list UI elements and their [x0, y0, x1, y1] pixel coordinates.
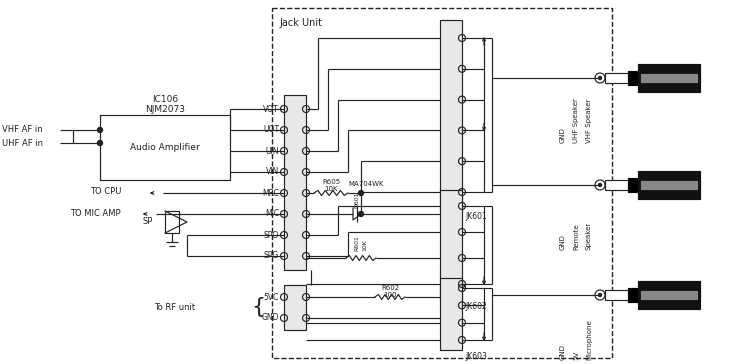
- Bar: [628, 288, 637, 302]
- Text: 10K: 10K: [362, 239, 367, 251]
- Text: GND: GND: [560, 234, 566, 250]
- Text: MRC: MRC: [262, 189, 279, 198]
- Text: NJM2073: NJM2073: [145, 106, 185, 115]
- Bar: [440, 20, 462, 210]
- Text: MIC: MIC: [265, 210, 279, 218]
- Text: Jack Unit: Jack Unit: [279, 18, 322, 28]
- Text: VIN: VIN: [266, 167, 279, 177]
- Circle shape: [599, 183, 601, 186]
- Text: JK603: JK603: [465, 352, 487, 361]
- Text: MA704WK: MA704WK: [348, 181, 383, 187]
- Bar: [628, 71, 637, 85]
- Text: D601: D601: [354, 192, 359, 208]
- Text: SPO: SPO: [264, 230, 279, 240]
- Bar: [641, 181, 697, 189]
- Text: 5VC: 5VC: [264, 293, 279, 301]
- Text: SP: SP: [143, 218, 153, 226]
- Text: SPG: SPG: [264, 252, 279, 261]
- Text: 100: 100: [383, 292, 397, 298]
- Bar: [440, 190, 462, 300]
- Text: Microphone: Microphone: [586, 319, 592, 360]
- Text: GND: GND: [262, 313, 279, 323]
- Text: UHF AF in: UHF AF in: [2, 138, 43, 147]
- Bar: [100, 115, 230, 180]
- Bar: [272, 8, 612, 358]
- Bar: [605, 73, 638, 83]
- Bar: [605, 180, 638, 190]
- Bar: [284, 95, 306, 270]
- Text: VOT: VOT: [263, 104, 279, 114]
- Bar: [440, 278, 462, 350]
- Text: JK601: JK601: [465, 212, 487, 221]
- Text: R601: R601: [354, 235, 359, 251]
- Text: JK602: JK602: [465, 302, 487, 311]
- Circle shape: [359, 190, 364, 195]
- Text: 10K: 10K: [324, 186, 338, 192]
- Text: To RF unit: To RF unit: [155, 302, 195, 312]
- Bar: [628, 178, 637, 192]
- Bar: [284, 285, 306, 330]
- Text: GND: GND: [560, 344, 566, 360]
- Text: Audio Amplifier: Audio Amplifier: [130, 143, 200, 152]
- Text: Speaker: Speaker: [586, 222, 592, 250]
- Bar: [638, 171, 700, 199]
- Text: UIN: UIN: [265, 146, 279, 155]
- Bar: [638, 281, 700, 309]
- Text: 5V: 5V: [573, 351, 579, 360]
- Text: UOT: UOT: [263, 126, 279, 135]
- Text: Remote: Remote: [573, 223, 579, 250]
- Circle shape: [599, 293, 601, 297]
- Text: GND: GND: [560, 127, 566, 143]
- Bar: [605, 290, 638, 300]
- Text: {: {: [251, 297, 265, 317]
- Text: TO MIC AMP: TO MIC AMP: [70, 209, 120, 218]
- Text: UHF Speaker: UHF Speaker: [573, 98, 579, 143]
- Text: VHF AF in: VHF AF in: [2, 126, 42, 135]
- Text: R605: R605: [322, 179, 340, 185]
- Text: R602: R602: [381, 285, 399, 291]
- Bar: [641, 74, 697, 82]
- Bar: [641, 291, 697, 299]
- Bar: [638, 64, 700, 92]
- Circle shape: [599, 76, 601, 79]
- Circle shape: [98, 127, 103, 132]
- Text: TO CPU: TO CPU: [90, 187, 121, 197]
- Circle shape: [98, 141, 103, 146]
- Circle shape: [359, 211, 364, 217]
- Text: VHF Speaker: VHF Speaker: [586, 99, 592, 143]
- Text: IC106: IC106: [152, 95, 178, 103]
